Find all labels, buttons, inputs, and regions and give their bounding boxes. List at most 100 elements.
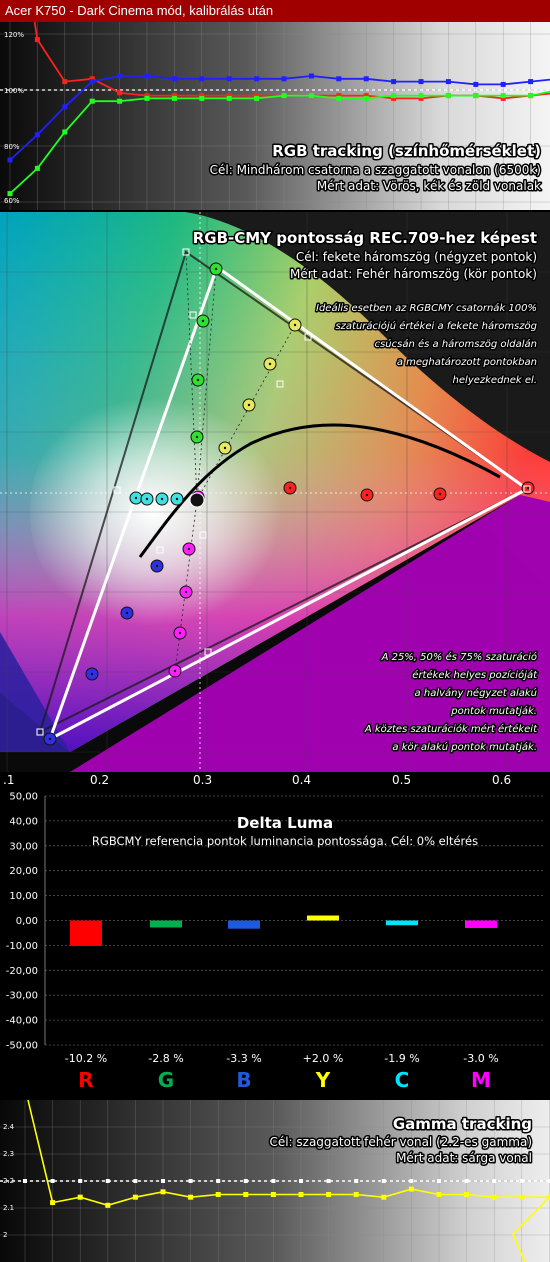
y-tick-label: -30,00 xyxy=(6,991,38,1002)
data-point xyxy=(89,98,95,104)
data-point xyxy=(336,76,342,82)
data-point xyxy=(308,93,314,99)
measured-point-center xyxy=(90,672,94,676)
data-point xyxy=(34,165,40,171)
axis-tick-label: 0.4 xyxy=(292,773,311,787)
data-point xyxy=(500,95,506,101)
value-label: +2.0 % xyxy=(303,1052,344,1065)
value-label: -1.9 % xyxy=(384,1052,419,1065)
bar-g xyxy=(150,920,182,928)
y-tick-label: 50,00 xyxy=(9,792,38,803)
data-point xyxy=(144,93,150,99)
measured-point-center xyxy=(268,362,272,366)
data-point xyxy=(215,1192,221,1197)
target-point xyxy=(105,1179,110,1183)
target-point xyxy=(188,1179,193,1183)
y-tick-label: 20,00 xyxy=(9,866,38,877)
note-line: Ideális esetben az RGBCMY csatornák 100% xyxy=(316,302,537,314)
saturation-guide xyxy=(185,251,198,501)
measured-point-center xyxy=(438,492,442,496)
page-header: Acer K750 - Dark Cinema mód, kalibrálás … xyxy=(0,0,550,22)
value-label: -10.2 % xyxy=(65,1052,107,1065)
data-point xyxy=(34,132,40,138)
target-point xyxy=(161,1179,165,1183)
chart-legend-line: Mért adat: Vörös, kék és zöld vonalak xyxy=(317,179,541,193)
tick-label: 100% xyxy=(4,87,24,95)
data-point xyxy=(117,73,123,79)
measured-point-center xyxy=(247,403,251,407)
tick-label: 2.1 xyxy=(3,1204,14,1212)
measured-point-center xyxy=(293,323,297,327)
data-point xyxy=(171,93,177,99)
measured-point-center xyxy=(195,435,199,439)
measured-point-center xyxy=(288,486,292,490)
chart-title: RGB tracking (színhőmérséklet) xyxy=(272,142,541,160)
data-point xyxy=(464,1192,470,1197)
data-point xyxy=(117,98,123,104)
data-point xyxy=(199,76,205,82)
target-point xyxy=(204,648,212,656)
y-tick-label: 10,00 xyxy=(9,891,38,902)
measured-point-center xyxy=(160,497,164,501)
target-point xyxy=(133,1179,138,1183)
target-point xyxy=(492,1179,497,1183)
data-point xyxy=(50,1200,56,1206)
saturation-guide xyxy=(196,324,296,501)
tick-label: 80% xyxy=(4,143,20,151)
tick-label: 2 xyxy=(3,1231,7,1239)
chart-legend-line: Mért adat: sárga vonal xyxy=(396,1151,532,1165)
measured-point-center xyxy=(526,486,530,490)
tick-label: 60% xyxy=(4,197,20,205)
data-point xyxy=(326,1192,332,1197)
axis-tick-label: 0.5 xyxy=(392,773,411,787)
target-point xyxy=(78,1179,83,1183)
y-tick-label: 30,00 xyxy=(9,841,38,852)
data-point xyxy=(171,95,177,101)
tick-label: 2.2 xyxy=(3,1177,14,1185)
data-point xyxy=(418,95,424,101)
data-point xyxy=(171,76,177,82)
measured-point-center xyxy=(178,631,182,635)
data-point xyxy=(62,79,68,85)
measured-point-center xyxy=(48,737,52,741)
note-line: értékek helyes pozícióját xyxy=(412,669,538,681)
data-point xyxy=(281,93,287,99)
bar-b xyxy=(228,920,260,929)
target-point xyxy=(299,1179,303,1183)
data-point xyxy=(105,1202,111,1208)
note-line: helyezkednek el. xyxy=(453,375,537,386)
data-point xyxy=(281,76,287,82)
bar-r xyxy=(70,920,102,946)
note-line: a halvány négyzet alakú xyxy=(415,687,537,699)
bar-y xyxy=(307,915,339,921)
data-point xyxy=(519,1194,525,1200)
data-point xyxy=(243,1192,249,1197)
measured-point-center xyxy=(184,590,188,594)
target-point xyxy=(182,248,190,256)
category-label: B xyxy=(236,1068,251,1092)
data-point xyxy=(226,95,232,101)
chart-subtitle: RGBCMY referencia pontok luminancia pont… xyxy=(92,834,478,848)
data-point xyxy=(132,1194,138,1200)
data-point xyxy=(336,95,342,101)
data-point xyxy=(445,79,451,85)
category-label: C xyxy=(395,1068,410,1092)
data-point xyxy=(199,93,205,99)
measured-point-center xyxy=(125,611,129,615)
data-point xyxy=(363,76,369,82)
target-triangle xyxy=(38,250,529,734)
target-point xyxy=(243,1179,248,1183)
data-point xyxy=(408,1186,414,1192)
data-point xyxy=(336,93,342,99)
white-point xyxy=(189,492,205,508)
data-point xyxy=(62,129,68,135)
y-tick-label: -20,00 xyxy=(6,966,38,977)
data-point xyxy=(436,1192,442,1197)
data-point xyxy=(254,76,260,82)
rgb-tracking-background xyxy=(0,22,550,210)
measured-point-center xyxy=(173,669,177,673)
data-point xyxy=(144,73,150,79)
data-point xyxy=(254,93,260,99)
data-point xyxy=(353,1192,359,1197)
measured-point-center xyxy=(134,496,138,500)
